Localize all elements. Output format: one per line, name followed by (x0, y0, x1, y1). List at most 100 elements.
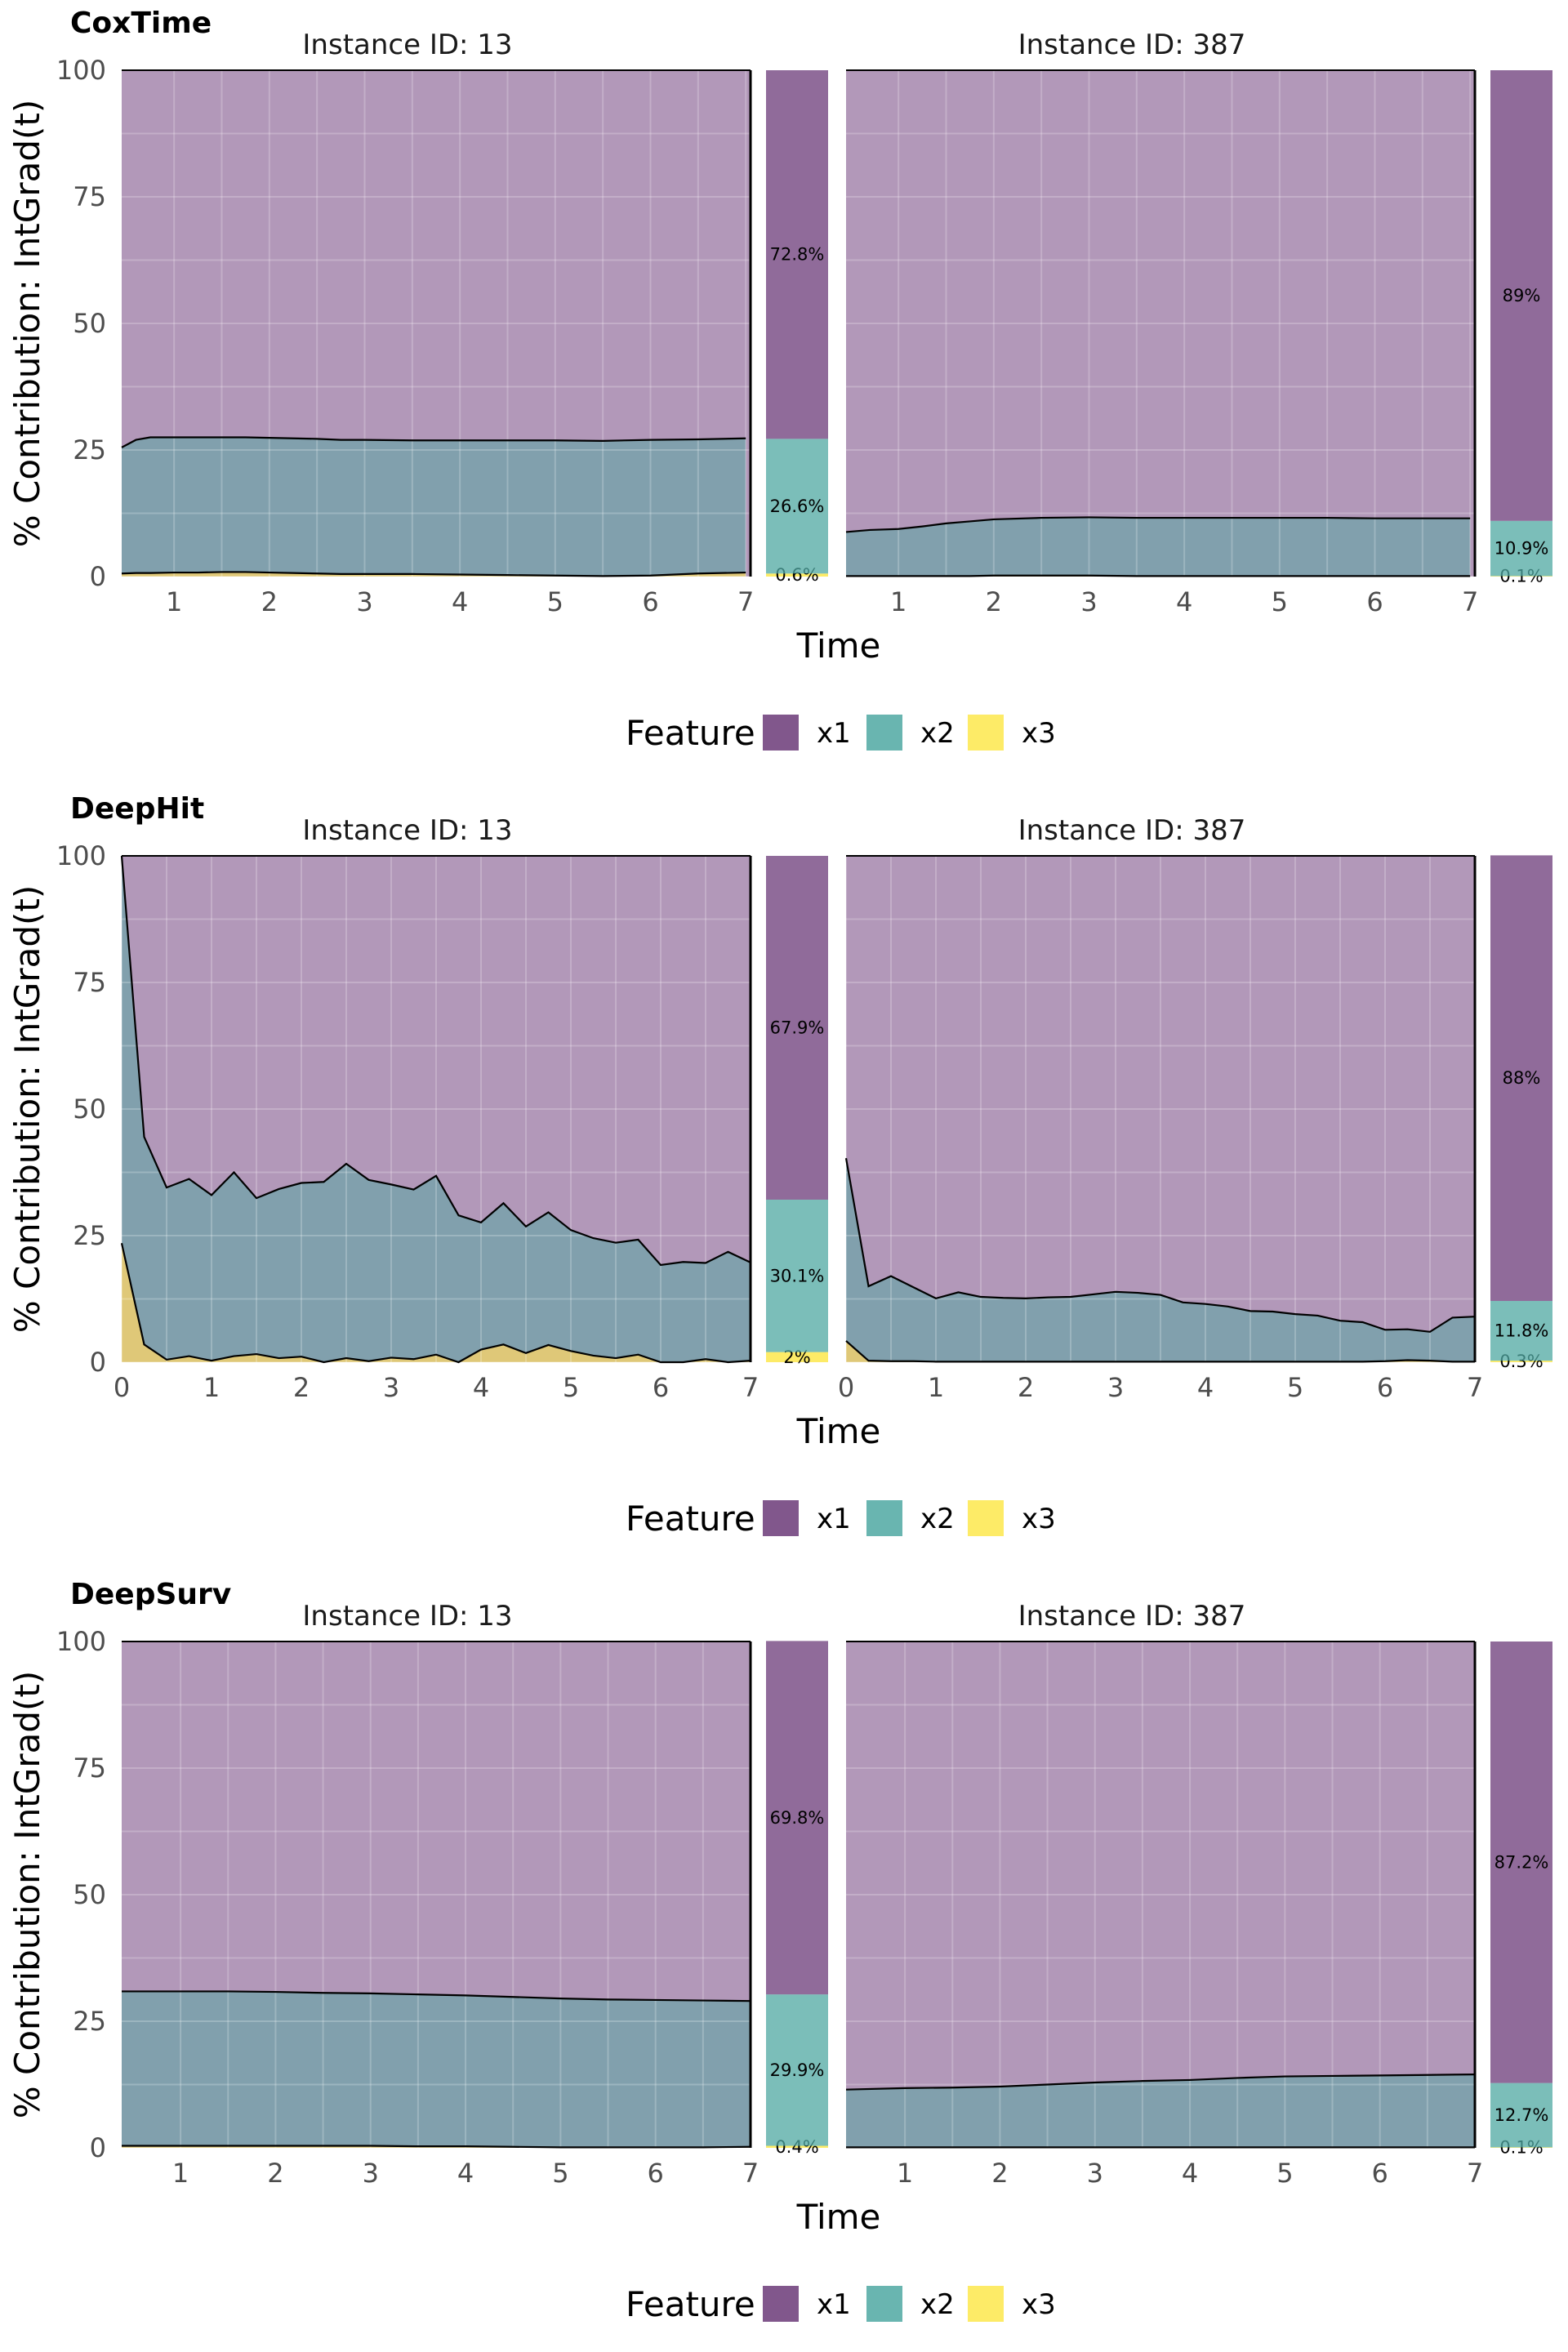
area-x2 (846, 517, 1471, 577)
area-x2 (122, 856, 751, 1362)
y-tick-label: 100 (56, 1626, 106, 1657)
x-tick-label: 1 (203, 1372, 220, 1403)
x-tick-label: 6 (1372, 2158, 1388, 2189)
x-tick-label: 6 (642, 586, 658, 617)
boundary-line-x2 (844, 1157, 1476, 1333)
x-tick-label: 5 (1276, 2158, 1293, 2189)
boundary-line-x3 (121, 571, 746, 577)
legend-key-x3 (968, 1500, 1004, 1536)
bar-label-x1: 72.8% (770, 245, 825, 265)
strip-title: Instance ID: 13 (302, 814, 512, 847)
x-tick-label: 4 (1182, 2158, 1198, 2189)
x-axis-title: Time (796, 1411, 881, 1451)
y-tick-label: 75 (73, 967, 106, 998)
bar-segment-x2 (766, 1994, 828, 2146)
bar-label-x2: 26.6% (770, 497, 825, 516)
legend-label-x2: x2 (920, 717, 955, 750)
x-tick-label: 3 (363, 2158, 379, 2189)
boundary-line-x3 (122, 2145, 751, 2149)
x-tick-label: 2 (293, 1372, 310, 1403)
summary-bar: 2%30.1%67.9% (766, 856, 828, 1367)
boundary-line-x3 (120, 1243, 751, 1364)
bar-segment-x3 (1490, 2147, 1552, 2148)
legend-label-x3: x3 (1022, 1503, 1056, 1535)
x-tick-label: 6 (653, 1372, 669, 1403)
bar-segment-x3 (766, 2145, 828, 2148)
bar-segment-x2 (766, 1199, 828, 1352)
legend-key-x1 (763, 715, 799, 751)
x-tick-label: 3 (1087, 2158, 1103, 2189)
bar-segment-x2 (1490, 520, 1552, 577)
x-tick-label: 1 (890, 586, 906, 617)
bar-label-x1: 69.8% (770, 1808, 825, 1828)
x-tick-label: 5 (1272, 586, 1288, 617)
legend-key-x2 (866, 715, 902, 751)
x-tick-label: 4 (1197, 1372, 1214, 1403)
x-tick-label: 7 (737, 586, 754, 617)
x-tick-label: 7 (1467, 2158, 1483, 2189)
area-x2 (846, 1158, 1475, 1362)
area-x1 (846, 70, 1475, 577)
y-tick-label: 100 (56, 840, 106, 871)
summary-bar: 0.6%26.6%72.8% (766, 70, 828, 585)
x-tick-label: 7 (742, 1372, 759, 1403)
chart-block-deephit: DeepHit% Contribution: IntGrad(t)0255075… (7, 792, 1552, 1539)
bar-segment-x2 (1490, 1300, 1552, 1361)
area-x2 (846, 2074, 1475, 2148)
boundary-line-x3 (845, 1340, 1475, 1363)
chart-block-deepsurv: DeepSurv% Contribution: IntGrad(t)025507… (7, 1578, 1552, 2324)
area-x2 (122, 437, 746, 577)
x-tick-label: 2 (1018, 1372, 1034, 1403)
legend-label-x1: x1 (817, 1503, 851, 1535)
panel-left: Instance ID: 130 1 2 3 4 5 6 72%30.1%67.9% (114, 814, 828, 1403)
y-tick-label: 50 (73, 308, 106, 339)
bar-label-x2: 12.7% (1494, 2105, 1549, 2125)
area-x2 (122, 1991, 751, 2148)
boundary-line-x3 (846, 574, 1471, 577)
bar-label-x1: 89% (1503, 286, 1541, 305)
bar-label-x2: 10.9% (1494, 539, 1549, 559)
panel-left: Instance ID: 131 2 3 4 5 6 70.4%29.9%69.8% (122, 1600, 828, 2189)
strip-title: Instance ID: 13 (302, 29, 512, 61)
x-tick-label: 1 (928, 1372, 944, 1403)
x-tick-label: 4 (457, 2158, 474, 2189)
x-tick-label: 3 (1107, 1372, 1124, 1403)
legend-key-x2 (866, 2286, 902, 2322)
legend-key-x2 (866, 1500, 902, 1536)
legend-label-x3: x3 (1022, 717, 1056, 750)
bar-label-x1: 67.9% (770, 1018, 825, 1037)
summary-bar: 0.4%29.9%69.8% (766, 1641, 828, 2157)
y-tick-label: 100 (56, 55, 106, 86)
bar-segment-x2 (1490, 2082, 1552, 2148)
chart-block-coxtime: CoxTime% Contribution: IntGrad(t)0255075… (7, 7, 1552, 753)
x-tick-label: 4 (473, 1372, 489, 1403)
y-tick-label: 25 (73, 2006, 106, 2037)
legend: Feature x1 x2 x3 (626, 2284, 1056, 2324)
x-tick-label: 7 (1462, 586, 1478, 617)
legend-label-x1: x1 (817, 717, 851, 750)
x-tick-label: 4 (1176, 586, 1192, 617)
x-tick-label: 6 (1377, 1372, 1393, 1403)
boundary-line-x2 (845, 2074, 1476, 2091)
x-tick-label: 6 (1366, 586, 1383, 617)
strip-title: Instance ID: 13 (302, 1600, 512, 1633)
summary-bar: 0.1%12.7%87.2% (1490, 1642, 1552, 2158)
y-axis-title: % Contribution: IntGrad(t) (7, 100, 47, 547)
legend-label-x2: x2 (920, 2288, 955, 2321)
bar-segment-x1 (1490, 855, 1552, 1301)
y-axis-title: % Contribution: IntGrad(t) (7, 1671, 47, 2118)
bar-label-x2: 29.9% (770, 2060, 825, 2080)
x-tick-label: 4 (452, 586, 468, 617)
legend-key-x1 (763, 1500, 799, 1536)
y-tick-label: 25 (73, 434, 106, 466)
x-tick-label: 5 (1287, 1372, 1303, 1403)
x-tick-label: 2 (261, 586, 278, 617)
y-tick-label: 75 (73, 1753, 106, 1784)
boundary-line-x2 (121, 436, 746, 448)
legend-label-x1: x1 (817, 2288, 851, 2321)
x-tick-label: 5 (563, 1372, 579, 1403)
bar-label-x1: 88% (1503, 1068, 1541, 1088)
x-tick-label: 3 (383, 1372, 399, 1403)
